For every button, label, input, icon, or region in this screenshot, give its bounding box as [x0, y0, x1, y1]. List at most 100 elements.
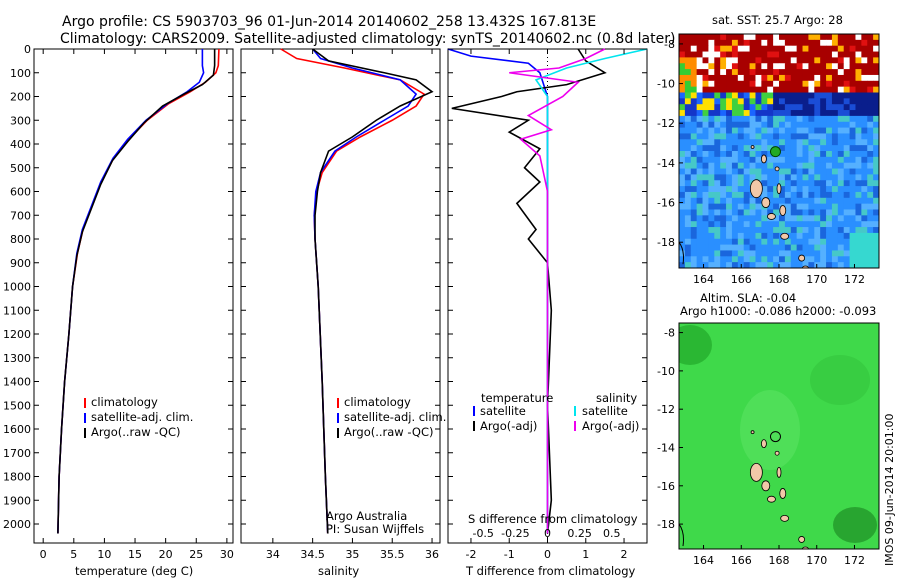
sst-cell — [708, 162, 715, 169]
sst-cell — [708, 98, 715, 105]
sst-cell — [761, 115, 768, 123]
sst-cell — [690, 256, 698, 263]
sst-cell — [826, 34, 833, 41]
sst-cell — [849, 168, 856, 175]
island — [749, 179, 763, 199]
sst-cell — [679, 115, 686, 123]
sst-cell — [843, 215, 850, 222]
sst-cell — [702, 203, 709, 210]
sst-cell — [696, 156, 703, 164]
sst-cell — [837, 250, 845, 257]
sst-cell — [837, 197, 845, 205]
sst-cell — [684, 209, 692, 216]
sst-cell — [726, 133, 733, 140]
sst-cell — [679, 168, 686, 175]
y-tick-label: 900 — [10, 257, 31, 270]
sst-cell — [802, 92, 809, 99]
sst-cell — [784, 156, 792, 164]
sst-cell — [790, 162, 798, 169]
map-x-tick-label: 172 — [844, 554, 865, 567]
sst-cell — [867, 227, 874, 234]
sst-cell — [849, 250, 856, 257]
sst-cell — [702, 34, 709, 41]
sst-cell — [802, 98, 809, 105]
sst-cell — [714, 86, 721, 93]
sst-cell — [773, 34, 780, 41]
island — [761, 154, 767, 164]
sst-cell — [814, 186, 821, 193]
sst-cell — [796, 104, 803, 111]
sst-cell — [714, 262, 721, 268]
sst-cell — [743, 63, 750, 70]
sst-cell — [855, 57, 862, 64]
y-tick-label: 100 — [10, 67, 31, 80]
sst-cell — [849, 244, 856, 251]
sst-cell — [737, 203, 745, 210]
sst-cell — [720, 209, 727, 216]
sst-cell — [690, 262, 698, 268]
sst-cell — [808, 110, 815, 117]
sst-cell — [808, 34, 815, 41]
legend-climatology-label: climatology — [91, 395, 158, 409]
sst-cell — [702, 227, 709, 234]
sst-cell — [726, 80, 733, 88]
sst-cell — [679, 51, 686, 58]
sst-cell — [767, 69, 774, 76]
sst-cell — [784, 145, 792, 152]
sst-cell — [826, 174, 833, 181]
sst-cell — [773, 57, 780, 64]
sst-cell — [720, 151, 727, 158]
sst-cell — [767, 133, 774, 140]
series-line-2 — [312, 48, 418, 534]
legend-argo-label: Argo(..raw -QC) — [91, 425, 181, 439]
sst-cell — [779, 244, 786, 251]
sst-cell — [802, 115, 809, 123]
sst-cell — [773, 51, 780, 58]
sst-cell — [808, 80, 815, 88]
sst-cell — [755, 215, 762, 222]
sst-cell — [726, 256, 733, 263]
sst-cell — [820, 151, 827, 158]
sst-cell — [867, 256, 874, 263]
sst-cell — [843, 186, 850, 193]
sst-cell — [814, 151, 821, 158]
sst-cell — [820, 186, 827, 193]
sst-cell — [873, 110, 879, 117]
sst-cell — [802, 74, 809, 82]
sst-cell — [873, 151, 879, 158]
sst-cell — [749, 34, 756, 41]
sst-cell — [802, 110, 809, 117]
sst-cell — [773, 63, 780, 70]
sst-cell — [755, 110, 762, 117]
sst-cell — [873, 244, 879, 251]
sst-cell — [714, 39, 721, 47]
sst-cell — [837, 180, 845, 187]
sst-cell — [761, 63, 768, 70]
sst-cell — [820, 162, 827, 169]
sst-cell — [831, 74, 839, 82]
sla-low-blob — [679, 325, 712, 365]
sst-cell — [802, 256, 809, 263]
sst-cell — [820, 232, 827, 240]
sst-cell — [814, 232, 821, 240]
sst-cell — [790, 232, 798, 240]
sst-cell — [814, 57, 821, 64]
sst-cell — [790, 151, 798, 158]
sst-cell — [684, 115, 692, 123]
sst-cell — [731, 57, 739, 64]
sst-cell — [690, 34, 698, 41]
sst-cell — [843, 133, 850, 140]
x-tick-label: 2 — [621, 548, 628, 561]
sst-cell — [737, 250, 745, 257]
sst-cell — [690, 80, 698, 88]
sst-cell — [796, 250, 803, 257]
sst-cell — [861, 74, 868, 82]
sst-cell — [855, 104, 862, 111]
sst-cell — [831, 139, 839, 146]
sst-cell — [873, 197, 879, 205]
sst-cell — [773, 115, 780, 123]
sst-cell — [826, 139, 833, 146]
island — [779, 488, 787, 499]
sst-cell — [784, 110, 792, 117]
sst-cell — [731, 215, 739, 222]
